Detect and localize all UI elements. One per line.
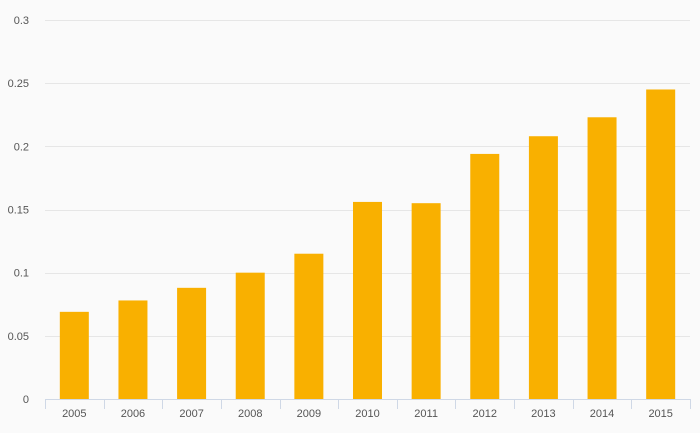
x-axis	[45, 399, 691, 409]
x-tick-label: 2009	[297, 408, 321, 420]
bar	[235, 272, 265, 399]
x-tick-label: 2006	[121, 408, 145, 420]
x-tick-label: 2005	[62, 408, 86, 420]
y-tick-label: 0.25	[8, 78, 29, 90]
x-tick-label: 2008	[238, 408, 262, 420]
y-tick-label: 0.3	[14, 15, 29, 27]
bar	[177, 287, 207, 399]
y-tick-label: 0	[23, 394, 29, 406]
y-tick-label: 0.05	[8, 331, 29, 343]
x-tick-label: 2015	[648, 408, 672, 420]
bar	[353, 201, 382, 399]
y-tick-label: 0.15	[8, 205, 29, 217]
bar	[646, 89, 676, 399]
y-tick-label: 0.2	[14, 141, 29, 153]
bar	[411, 203, 441, 399]
x-tick-label: 2011	[414, 408, 438, 420]
bar	[294, 253, 324, 399]
bar	[118, 300, 148, 399]
bar	[528, 136, 558, 399]
x-axis-tick-labels: 2005 2006 2007 2008 2009 2010 2011 2012 2013 2014…	[62, 408, 673, 420]
bar	[587, 117, 617, 399]
bar	[59, 311, 89, 399]
x-tick-label: 2014	[590, 408, 614, 420]
bar	[470, 153, 500, 399]
y-axis-tick-labels: 0 0.05 0.1 0.15 0.2 0.25 0.3	[8, 15, 29, 406]
x-tick-label: 2007	[179, 408, 203, 420]
x-tick-label: 2012	[473, 408, 497, 420]
x-tick-label: 2010	[355, 408, 379, 420]
x-tick-label: 2013	[531, 408, 555, 420]
y-tick-label: 0.1	[14, 268, 29, 280]
bars	[59, 89, 676, 399]
